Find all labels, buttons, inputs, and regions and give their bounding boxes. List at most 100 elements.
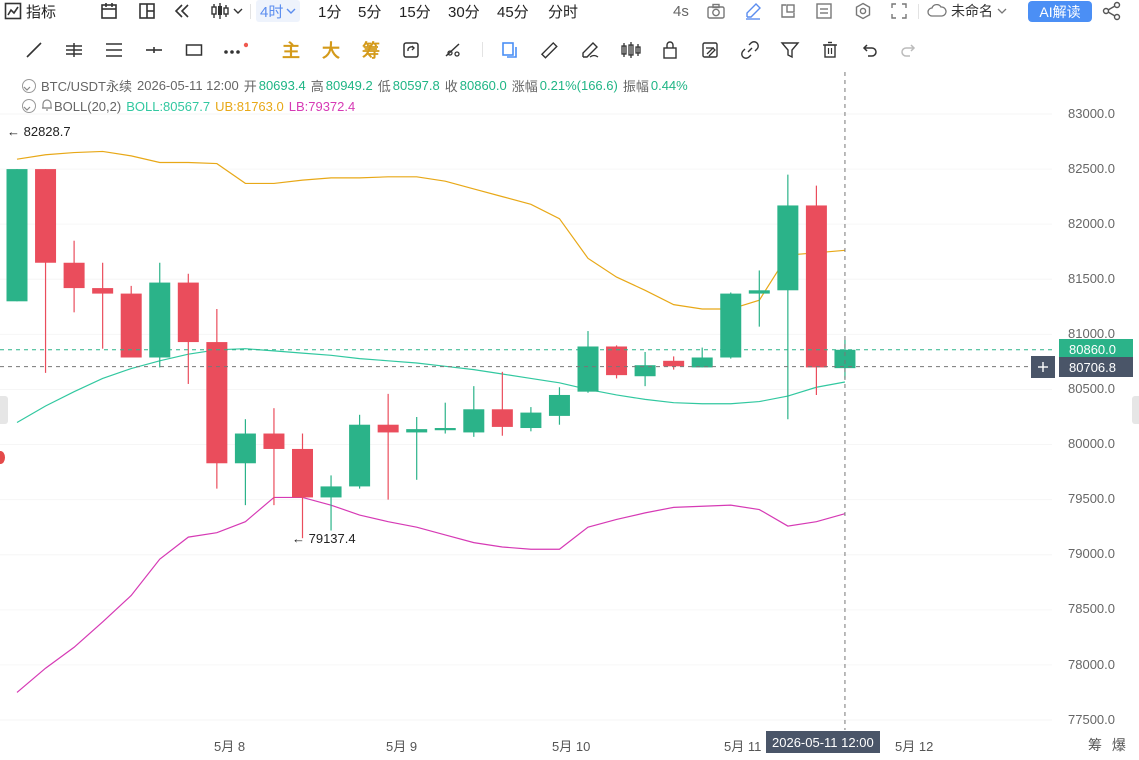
interval-1m[interactable]: 1分 (318, 3, 342, 21)
interval-timeline[interactable]: 分时 (548, 3, 579, 21)
candle-body (548, 394, 570, 416)
candle-body (777, 205, 799, 291)
candle-body (6, 169, 28, 302)
cursor-time-tag: 2026-05-11 12:00 (766, 731, 880, 753)
boll-ub-value: UB:81763.0 (215, 98, 284, 114)
low-label: 低 (377, 79, 391, 94)
share-icon[interactable] (1102, 0, 1122, 22)
chart-type-selector[interactable] (210, 0, 243, 22)
left-panel-handle[interactable] (0, 396, 8, 424)
redo-icon[interactable] (895, 36, 923, 64)
bell-icon[interactable] (41, 98, 53, 114)
ruler-icon[interactable] (535, 36, 563, 64)
candle-body (234, 433, 256, 464)
rectangle-tool-icon[interactable] (180, 36, 208, 64)
add-alert-icon[interactable] (1031, 356, 1055, 378)
boll-mid-value: BOLL:80567.7 (126, 98, 211, 114)
interval-5m[interactable]: 5分 (358, 3, 382, 21)
collapse-icon[interactable] (22, 78, 36, 93)
note-icon[interactable] (696, 36, 724, 64)
close-label: 收 (444, 79, 458, 94)
candle-body (206, 342, 228, 464)
chevron-down-icon (997, 7, 1007, 15)
layout-name-dropdown[interactable]: 未命名 (927, 0, 1007, 22)
trash-icon[interactable] (816, 36, 844, 64)
settings-icon[interactable] (854, 0, 872, 22)
replay-icon[interactable] (173, 0, 191, 22)
pencil-icon[interactable] (576, 36, 604, 64)
interval-4h-label: 4时 (260, 3, 284, 21)
layout-icon[interactable] (138, 0, 156, 22)
calendar-icon[interactable] (100, 0, 118, 22)
collapse-icon[interactable] (22, 99, 36, 113)
list-icon[interactable] (815, 0, 833, 22)
channel-tool-icon[interactable] (100, 36, 128, 64)
interval-15m[interactable]: 15分 (399, 3, 431, 21)
main-force-button[interactable]: 主 (282, 41, 300, 61)
indicators-icon (4, 2, 22, 20)
candle-body (577, 346, 599, 392)
interval-45m[interactable]: 45分 (497, 3, 529, 21)
magnet-copy-icon[interactable] (496, 36, 524, 64)
filter-icon[interactable] (776, 36, 804, 64)
big-order-button[interactable]: 大 (322, 41, 340, 61)
x-tick-label: 5月 8 (214, 739, 246, 754)
candle-body (663, 360, 685, 367)
fullscreen-icon[interactable] (890, 0, 908, 22)
candle-body (177, 282, 199, 343)
y-tick-label: 80500.0 (1068, 381, 1115, 396)
drawing-toolbar: 主 大 筹 (0, 36, 1139, 66)
close-value: 80860.0 (459, 78, 507, 93)
horizontal-line-tool-icon[interactable] (140, 36, 168, 64)
hide-drawings-icon[interactable] (439, 36, 467, 64)
lock-icon[interactable] (656, 36, 684, 64)
candle-body (406, 429, 428, 433)
y-tick-label: 78500.0 (1068, 601, 1115, 616)
candle-body (349, 424, 371, 487)
boll-name: BOLL(20,2) (54, 98, 122, 114)
toolbar-divider (482, 42, 483, 57)
export-icon[interactable] (779, 0, 797, 22)
boll-lb-value: LB:79372.4 (288, 98, 356, 114)
high-label: 高 (310, 79, 324, 94)
candle-body (720, 293, 742, 358)
undo-icon[interactable] (855, 36, 883, 64)
candle-body (691, 357, 713, 368)
sync-drawing-icon[interactable] (397, 36, 425, 64)
x-tick-label: 5月 10 (552, 739, 591, 754)
parallel-lines-tool-icon[interactable] (60, 36, 88, 64)
chevron-down-icon (233, 7, 243, 15)
camera-icon[interactable] (706, 0, 726, 22)
edit-icon[interactable] (744, 0, 762, 22)
interval-30m[interactable]: 30分 (448, 3, 480, 21)
cloud-icon (927, 4, 947, 18)
interval-4h[interactable]: 4时 (256, 0, 301, 22)
ohlc-legend: BTC/USDT永续 2026-05-11 12:00 开 80693.4 高 … (22, 76, 688, 95)
candle-body (320, 486, 342, 498)
chip-distribution-button[interactable]: 筹 (362, 41, 380, 61)
crosshair (0, 72, 1052, 730)
boll-legend: BOLL(20,2) BOLL:80567.7 UB:81763.0 LB:79… (22, 98, 355, 114)
open-value: 80693.4 (258, 78, 306, 93)
link-icon[interactable] (736, 36, 764, 64)
x-tick-label: 5月 11 (724, 739, 762, 754)
y-tick-label: 78000.0 (1068, 657, 1115, 672)
open-label: 开 (243, 79, 257, 94)
candlestick-icon (210, 2, 230, 20)
right-panel-handle[interactable] (1132, 396, 1139, 424)
indicators-button[interactable]: 指标 (4, 0, 56, 22)
candles (6, 169, 856, 539)
amplitude-label: 振幅 (622, 79, 649, 94)
candle-body (834, 349, 856, 369)
boll-middle-line (16, 348, 846, 424)
min-price-marker: ← 79137.4 (292, 531, 356, 546)
ai-interpret-button[interactable]: AI解读 (1028, 1, 1092, 22)
corner-chip-explosion-label[interactable]: 筹 爆 (1088, 737, 1126, 753)
more-tools-icon[interactable] (220, 36, 248, 64)
candle-body (292, 448, 313, 498)
kline-tool-icon[interactable] (617, 36, 645, 64)
refresh-rate[interactable]: 4s (673, 2, 689, 20)
indicators-label: 指标 (26, 3, 57, 21)
trend-line-tool-icon[interactable] (20, 36, 48, 64)
